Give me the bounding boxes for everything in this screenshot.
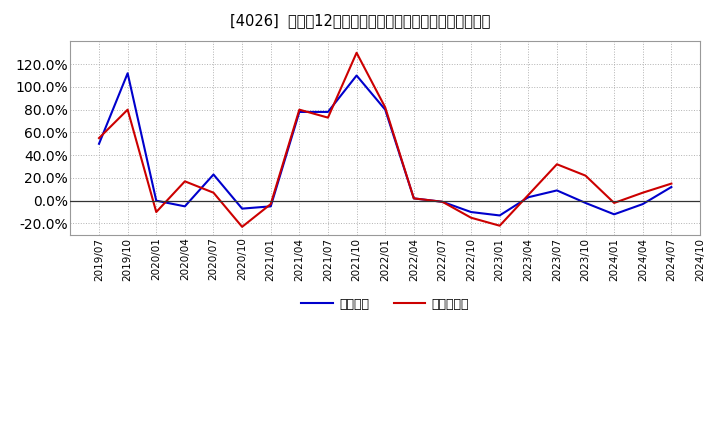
経常利益 [152,198,161,203]
経常利益 [495,213,504,218]
経常利益 [667,184,675,190]
経常利益 [95,141,104,147]
当期純利益 [610,200,618,205]
経常利益 [581,200,590,205]
当期純利益 [123,107,132,112]
当期純利益 [181,179,189,184]
当期純利益 [295,107,304,112]
当期純利益 [667,181,675,186]
当期純利益 [639,190,647,195]
当期純利益 [352,50,361,55]
当期純利益 [410,196,418,201]
経常利益 [639,202,647,207]
当期純利益 [467,215,475,220]
当期純利益 [210,190,218,195]
当期純利益 [552,161,561,167]
当期純利益 [95,136,104,141]
経常利益 [610,212,618,217]
当期純利益 [495,223,504,228]
経常利益 [524,194,533,200]
当期純利益 [324,115,333,120]
経常利益 [552,188,561,193]
経常利益 [266,204,275,209]
経常利益 [295,109,304,114]
経常利益 [467,209,475,215]
経常利益 [352,73,361,78]
当期純利益 [438,199,446,205]
Legend: 経常利益, 当期純利益: 経常利益, 当期純利益 [297,293,474,315]
当期純利益 [581,173,590,178]
当期純利益 [238,224,246,230]
Line: 当期純利益: 当期純利益 [99,53,671,227]
経常利益 [410,196,418,201]
当期純利益 [524,192,533,198]
経常利益 [181,204,189,209]
当期純利益 [266,202,275,207]
経常利益 [381,107,390,112]
当期純利益 [152,209,161,215]
Line: 経常利益: 経常利益 [99,73,671,216]
経常利益 [238,206,246,211]
経常利益 [123,70,132,76]
経常利益 [324,109,333,114]
Text: [4026]  利益だ12か月移動合計の対前年同期増減率の推移: [4026] 利益だ12か月移動合計の対前年同期増減率の推移 [230,13,490,28]
経常利益 [438,199,446,205]
当期純利益 [381,105,390,110]
経常利益 [210,172,218,177]
